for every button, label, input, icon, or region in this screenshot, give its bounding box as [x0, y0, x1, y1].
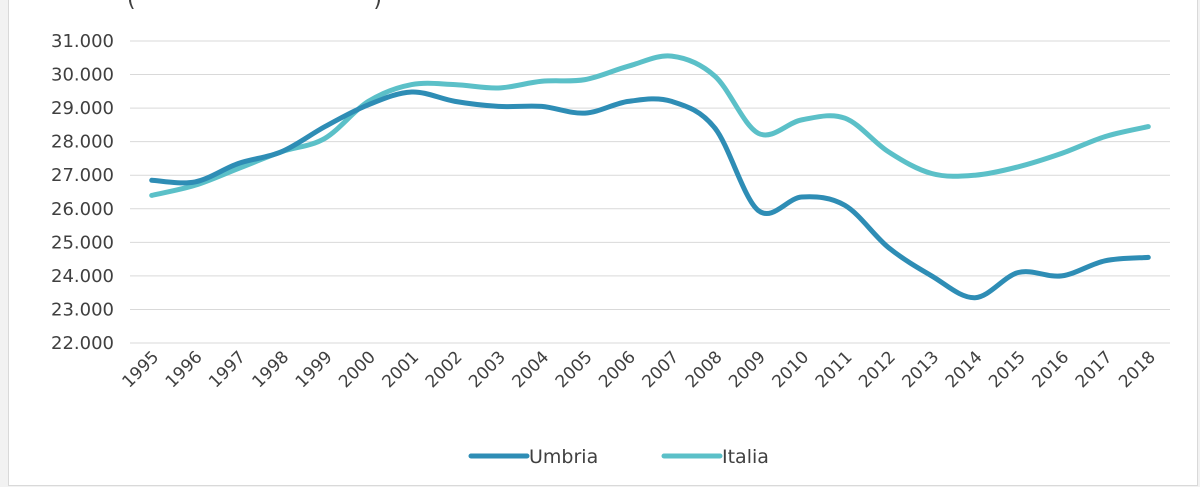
y-tick-label: 26.000: [51, 199, 114, 220]
chart-frame: ( ): [8, 0, 1198, 486]
legend-label-italia: Italia: [722, 446, 769, 468]
y-tick-label: 29.000: [51, 98, 114, 119]
x-tick-label: 2000: [335, 347, 380, 392]
y-tick-label: 27.000: [51, 165, 114, 186]
x-tick-label: 2005: [552, 347, 597, 392]
x-tick-label: 2014: [942, 347, 987, 392]
series-lines: [149, 53, 1151, 301]
x-tick-label: 2001: [378, 347, 423, 392]
x-tick-label: 2011: [812, 347, 857, 392]
y-tick-label: 25.000: [51, 232, 114, 253]
x-tick-label: 2004: [508, 347, 553, 392]
x-tick-label: 1997: [205, 347, 250, 392]
x-tick-label: 2017: [1072, 347, 1117, 392]
x-tick-label: 2015: [985, 347, 1030, 392]
chart-title-fragment: ( ): [127, 0, 382, 12]
x-tick-label: 2018: [1115, 347, 1160, 392]
y-axis-ticks: 22.000 23.000 24.000 25.000 26.000 27.000 28.0…: [51, 31, 114, 354]
y-tick-label: 24.000: [51, 266, 114, 287]
y-tick-label: 23.000: [51, 299, 114, 320]
x-tick-label: 2007: [638, 347, 683, 392]
x-tick-label: 2012: [855, 347, 900, 392]
x-tick-label: 2006: [595, 347, 640, 392]
x-tick-label: 2003: [465, 347, 510, 392]
x-tick-label: 2002: [422, 347, 467, 392]
x-tick-label: 1995: [118, 347, 163, 392]
y-tick-label: 28.000: [51, 132, 114, 153]
x-tick-label: 2013: [898, 347, 943, 392]
y-tick-label: 30.000: [51, 65, 114, 86]
x-axis-ticks: 1995199619971998199920002001200220032004…: [118, 347, 1159, 392]
x-tick-label: 2009: [725, 347, 770, 392]
series-line-italia: [149, 53, 1151, 198]
x-tick-label: 2016: [1028, 347, 1073, 392]
x-tick-label: 1996: [162, 347, 207, 392]
legend-label-umbria: Umbria: [529, 446, 598, 468]
gridlines: [130, 40, 1170, 344]
series-line-umbria: [149, 89, 1151, 301]
x-tick-label: 2008: [682, 347, 727, 392]
y-tick-label: 31.000: [51, 31, 114, 52]
y-tick-label: 22.000: [51, 333, 114, 354]
legend: Umbria Italia: [468, 446, 769, 468]
x-tick-label: 1998: [248, 347, 293, 392]
x-tick-label: 2010: [768, 347, 813, 392]
x-tick-label: 1999: [292, 347, 337, 392]
